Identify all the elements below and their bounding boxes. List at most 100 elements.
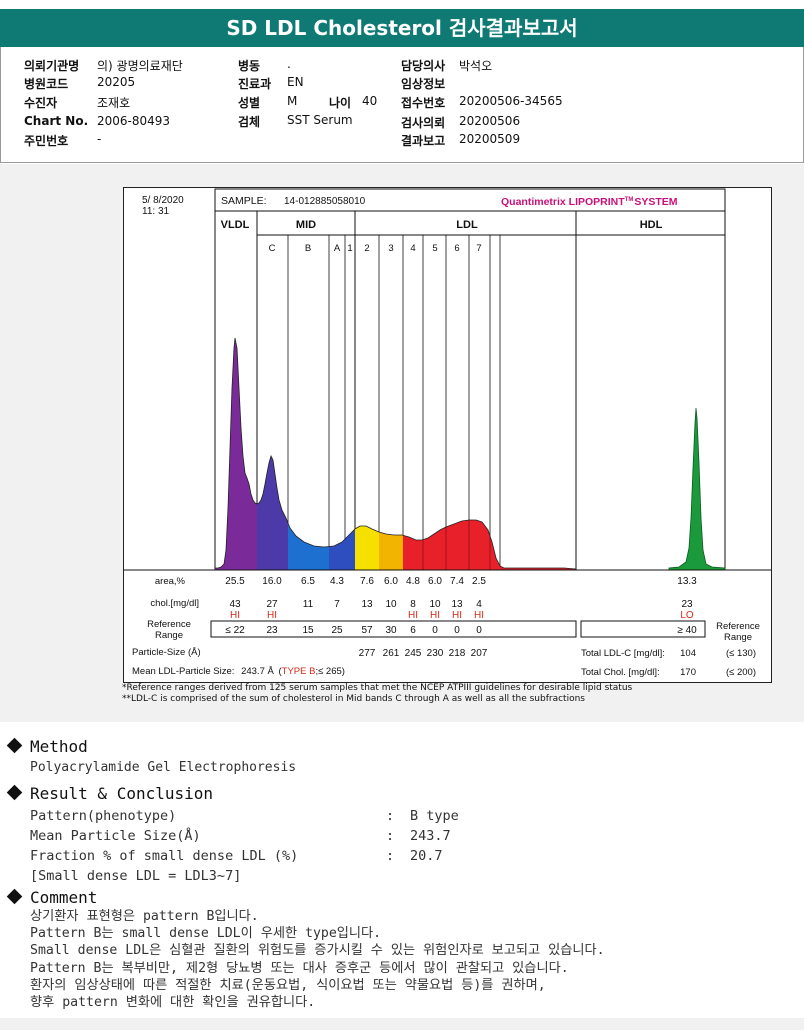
sub-band-label-5: 5 [432,243,437,254]
diamond-bullet-icon [6,737,23,754]
chol-value: 43 [229,599,241,610]
diamond-bullet-icon [6,784,23,801]
comment-line-3: Small dense LDL은 심혈관 질환의 위험도를 증가시킬 수 있는 … [30,943,605,959]
label-resident-no: 주민번호 [24,134,69,148]
band-group-hdl: HDL [640,219,663,231]
sub-band-label-7: 7 [476,243,481,254]
mean-size-ref: ≤ 265 [318,666,342,677]
label-specimen: 검체 [238,115,261,129]
comment-line-2: Pattern B는 small dense LDL이 우세한 type입니다. [30,926,382,942]
comment-heading: Comment [6,888,97,907]
diamond-bullet-icon [6,888,23,905]
report-date: 5/ 8/2020 [142,195,184,206]
chol-flag: HI [452,610,462,621]
particle-size-value: 230 [427,648,444,659]
value-receipt-no: 20200506-34565 [459,94,563,108]
chol-value: 7 [334,599,340,610]
ref-range-box [210,620,577,638]
patient-info-panel: 의뢰기관명 의) 광명의료재단 병원코드 20205 수진자 조재호 Chart… [0,47,804,163]
label-chart-no: Chart No. [24,114,89,128]
mean-size-label: Mean LDL-Particle Size: 243.7 Å (TYPE B;… [132,666,345,677]
sub-band-label-4: 4 [410,243,415,254]
side-ref-label-1: Reference [716,621,760,632]
result-heading: Result & Conclusion [6,784,214,803]
mean-size-type: TYPE B [282,666,316,677]
sub-band-label-b: B [305,243,311,254]
result-value-fraction: 20.7 [410,848,443,864]
footnote-1: *Reference ranges derived from 125 serum… [122,683,633,693]
sub-band-label-3: 3 [388,243,393,254]
chol-flag: HI [474,610,484,621]
label-doctor: 담당의사 [401,59,446,73]
band-group-ldl: LDL [456,219,478,231]
ref-value: 30 [385,625,397,636]
area-value: 6.5 [301,576,315,587]
chol-value: 11 [303,599,314,610]
chol-value: 8 [410,599,416,610]
value-sex: M [287,94,298,108]
mean-size-value: 243.7 Å [241,666,274,677]
chol-flag: HI [430,610,440,621]
total-ldl-value: 104 [680,648,696,659]
result-label-pattern: Pattern(phenotype) [30,808,177,824]
area-value: 7.4 [450,576,464,587]
ref-value: 0 [432,625,438,636]
sub-band-label-1: 1 [347,243,352,254]
chol-value: 13 [361,599,373,610]
report-time: 11: 31 [142,206,169,217]
total-chol-ref: (≤ 200) [726,667,756,678]
ref-value: 6 [410,625,416,636]
hdl-chol: 23 [681,599,693,610]
particle-size-value: 261 [383,648,400,659]
ref-value: 25 [331,625,343,636]
sub-band-label-c: C [269,243,276,254]
sample-label: SAMPLE: [221,195,267,207]
particle-size-value: 218 [449,648,466,659]
area-value: 6.0 [428,576,442,587]
hdl-ref: ≥ 40 [677,625,697,636]
area-value: 25.5 [225,576,245,587]
comment-line-1: 상기환자 표현형은 pattern B입니다. [30,909,259,924]
result-heading-text: Result & Conclusion [30,784,214,803]
sample-id: 14-012885058010 [284,196,366,207]
label-hospital-code: 병원코드 [24,77,69,91]
label-clinical-info: 임상정보 [401,77,446,91]
sub-band-label-a: A [334,243,341,254]
result-note: [Small dense LDL = LDL3~7] [30,868,242,884]
ref-value: 0 [476,625,482,636]
plot-frame [214,188,726,571]
value-ward: . [287,57,291,71]
label-patient: 수진자 [24,96,58,110]
hdl-area: 13.3 [677,576,697,587]
value-age: 40 [362,94,378,108]
row-label-area: area,% [155,576,186,587]
lipoprint-report: 5/ 8/2020 11: 31 SAMPLE: 14-012885058010… [123,187,772,683]
result-label-fraction: Fraction % of small dense LDL (%) [30,848,299,864]
particle-size-value: 277 [359,648,376,659]
curve-fills [215,338,576,570]
system-title: Quantimetrix LIPOPRINTTMSYSTEM [501,196,678,208]
comment-line-5: 환자의 임상상태에 따른 적절한 치료(운동요법, 식이요법 또는 약물요법 등… [30,977,546,993]
chol-value: 10 [385,599,397,610]
value-specimen: SST Serum [287,113,353,127]
row-label-particle: Particle-Size (Å) [132,647,201,658]
row-label-ref1: Reference [147,619,191,630]
result-value-pattern: B type [410,808,459,824]
band-group-vldl: VLDL [221,219,250,231]
area-value: 16.0 [262,576,282,587]
label-institution: 의뢰기관명 [24,59,80,73]
label-report-date: 결과보고 [401,134,446,148]
footnote-2: **LDL-C is comprised of the sum of chole… [122,694,585,704]
area-value: 7.6 [360,576,374,587]
total-ldl-ref: (≤ 130) [726,648,756,659]
value-chart-no: 2006-80493 [97,114,171,128]
label-receipt-no: 접수번호 [401,96,446,110]
value-department: EN [287,75,304,89]
value-report-date: 20200509 [459,132,521,146]
bottom-band [0,1018,804,1030]
method-heading-text: Method [30,737,88,756]
result-value-size: 243.7 [410,828,451,844]
comment-line-4: Pattern B는 복부비만, 제2형 당뇨병 또는 대사 증후군 등에서 많… [30,960,569,976]
